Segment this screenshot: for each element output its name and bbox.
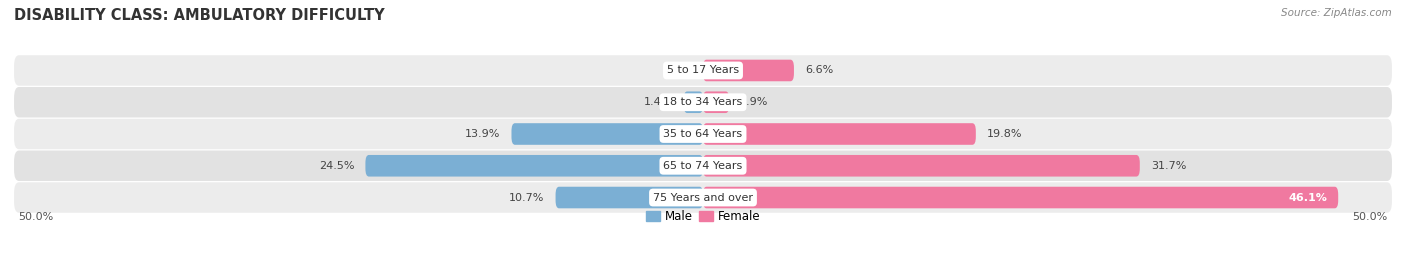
Text: 1.9%: 1.9% <box>740 97 769 107</box>
Text: DISABILITY CLASS: AMBULATORY DIFFICULTY: DISABILITY CLASS: AMBULATORY DIFFICULTY <box>14 8 385 23</box>
FancyBboxPatch shape <box>512 123 703 145</box>
Text: 0.0%: 0.0% <box>664 65 692 76</box>
Legend: Male, Female: Male, Female <box>641 205 765 228</box>
Text: 46.1%: 46.1% <box>1288 192 1327 203</box>
Text: 13.9%: 13.9% <box>465 129 501 139</box>
FancyBboxPatch shape <box>14 182 1392 213</box>
Text: Source: ZipAtlas.com: Source: ZipAtlas.com <box>1281 8 1392 18</box>
Text: 75 Years and over: 75 Years and over <box>652 192 754 203</box>
FancyBboxPatch shape <box>683 91 703 113</box>
FancyBboxPatch shape <box>14 151 1392 181</box>
Text: 6.6%: 6.6% <box>806 65 834 76</box>
Text: 35 to 64 Years: 35 to 64 Years <box>664 129 742 139</box>
Text: 24.5%: 24.5% <box>319 161 354 171</box>
FancyBboxPatch shape <box>14 119 1392 149</box>
FancyBboxPatch shape <box>14 87 1392 117</box>
Text: 50.0%: 50.0% <box>1353 212 1388 222</box>
Text: 1.4%: 1.4% <box>644 97 672 107</box>
FancyBboxPatch shape <box>703 123 976 145</box>
FancyBboxPatch shape <box>703 187 1339 208</box>
Text: 10.7%: 10.7% <box>509 192 544 203</box>
FancyBboxPatch shape <box>703 60 794 81</box>
FancyBboxPatch shape <box>703 155 1140 177</box>
FancyBboxPatch shape <box>555 187 703 208</box>
Text: 65 to 74 Years: 65 to 74 Years <box>664 161 742 171</box>
FancyBboxPatch shape <box>366 155 703 177</box>
Text: 31.7%: 31.7% <box>1152 161 1187 171</box>
Text: 5 to 17 Years: 5 to 17 Years <box>666 65 740 76</box>
FancyBboxPatch shape <box>703 91 730 113</box>
Text: 50.0%: 50.0% <box>18 212 53 222</box>
Text: 19.8%: 19.8% <box>987 129 1022 139</box>
Text: 18 to 34 Years: 18 to 34 Years <box>664 97 742 107</box>
FancyBboxPatch shape <box>14 55 1392 86</box>
